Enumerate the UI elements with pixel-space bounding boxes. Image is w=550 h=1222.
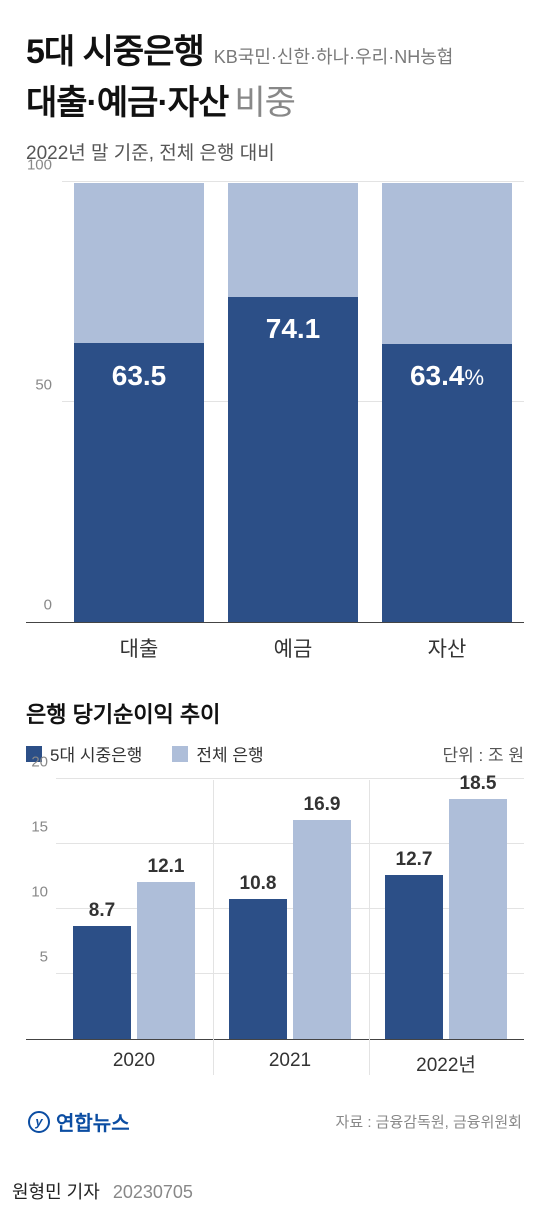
credit-date: 20230705 xyxy=(113,1182,193,1202)
x-label: 2022년 xyxy=(376,1050,516,1077)
profit-chart: 51015208.712.110.816.912.718.5 xyxy=(26,780,524,1040)
bar-value-label: 63.5 xyxy=(74,360,204,392)
bar-value-label: 12.7 xyxy=(385,849,443,871)
title-line2-light: 비중 xyxy=(234,75,295,124)
profit-bar: 12.1 xyxy=(137,882,195,1039)
profit-bar-group: 12.718.5 xyxy=(376,780,516,1039)
y-tick: 50 xyxy=(35,377,52,394)
y-tick: 0 xyxy=(44,597,52,614)
profit-title: 은행 당기순이익 추이 xyxy=(26,697,524,729)
legend-label: 전체 은행 xyxy=(196,741,263,766)
x-label: 2021 xyxy=(220,1050,360,1077)
banks-list: KB국민·신한·하나·우리·NH농협 xyxy=(214,43,454,69)
bar-value-label: 18.5 xyxy=(449,773,507,795)
profit-bar-group: 10.816.9 xyxy=(220,780,360,1039)
x-label: 2020 xyxy=(64,1050,204,1077)
logo: y 연합뉴스 xyxy=(28,1107,130,1136)
bar-value-label: 8.7 xyxy=(73,900,131,922)
unit-label: 단위 : 조 원 xyxy=(443,741,524,766)
profit-bar: 18.5 xyxy=(449,799,507,1039)
bar-value-label: 16.9 xyxy=(293,794,351,816)
bar-value-label: 12.1 xyxy=(137,856,195,878)
credit: 원형민 기자 20230705 xyxy=(12,1178,193,1204)
legend-swatch xyxy=(172,746,188,762)
logo-text: 연합뉴스 xyxy=(56,1107,130,1136)
share-chart: 05010063.574.163.4% xyxy=(26,183,524,623)
profit-bar: 12.7 xyxy=(385,875,443,1039)
bar-value-label: 74.1 xyxy=(228,313,358,345)
y-tick: 20 xyxy=(31,754,48,771)
legend-label: 5대 시중은행 xyxy=(50,741,142,766)
x-label: 대출 xyxy=(74,633,204,663)
share-chart-xlabels: 대출 예금 자산 xyxy=(62,633,524,663)
y-tick: 5 xyxy=(40,949,48,966)
profit-chart-xlabels: 2020 2021 2022년 xyxy=(56,1050,524,1077)
profit-bar: 8.7 xyxy=(73,926,131,1039)
logo-icon: y xyxy=(28,1111,50,1133)
x-label: 예금 xyxy=(228,633,358,663)
share-bar: 63.4% xyxy=(382,183,512,622)
source: 자료 : 금융감독원, 금융위원회 xyxy=(336,1111,522,1132)
legend: 5대 시중은행 전체 은행 단위 : 조 원 xyxy=(26,741,524,766)
share-bar: 74.1 xyxy=(228,183,358,622)
bar-value-label: 63.4% xyxy=(382,360,512,392)
profit-bar: 10.8 xyxy=(229,899,287,1039)
title-line1: 5대 시중은행 xyxy=(26,24,204,73)
bar-value-label: 10.8 xyxy=(229,873,287,895)
author: 원형민 기자 xyxy=(12,1182,100,1202)
title-line2-bold: 대출·예금·자산 xyxy=(26,75,228,124)
y-tick: 10 xyxy=(31,884,48,901)
subtitle: 2022년 말 기준, 전체 은행 대비 xyxy=(26,138,524,165)
y-tick: 100 xyxy=(27,157,52,174)
profit-bar: 16.9 xyxy=(293,820,351,1039)
x-label: 자산 xyxy=(382,633,512,663)
profit-bar-group: 8.712.1 xyxy=(64,780,204,1039)
y-tick: 15 xyxy=(31,819,48,836)
share-bar: 63.5 xyxy=(74,183,204,622)
